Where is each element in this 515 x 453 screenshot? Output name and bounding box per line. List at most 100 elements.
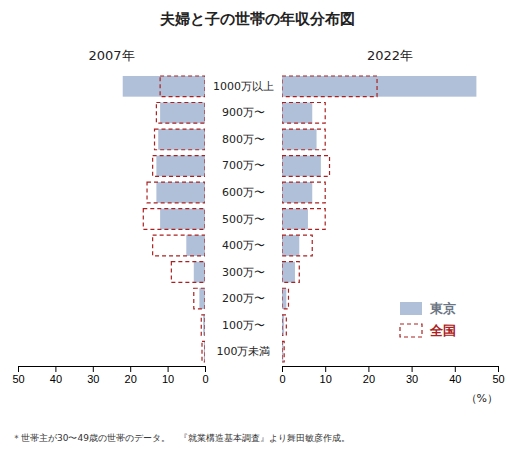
outline-bar xyxy=(282,182,325,203)
category-label: 100万未満 xyxy=(217,345,271,358)
outline-bar xyxy=(282,209,325,230)
tick: 40 xyxy=(449,366,461,385)
tick: 50 xyxy=(12,366,24,385)
bar xyxy=(194,262,205,283)
tick-mark xyxy=(55,366,56,372)
tick: 20 xyxy=(125,366,137,385)
tick: 20 xyxy=(363,366,375,385)
bar xyxy=(282,315,284,336)
category-label: 700万〜 xyxy=(222,159,265,172)
category-labels: 1000万以上900万〜800万〜700万〜600万〜500万〜400万〜300… xyxy=(213,80,274,358)
category-label: 200万〜 xyxy=(222,292,265,305)
bar xyxy=(158,129,205,150)
tick: 30 xyxy=(406,366,418,385)
bar xyxy=(156,156,205,177)
bar xyxy=(156,182,205,203)
x-axis: 0 10 20 30 40 50 xyxy=(12,366,208,385)
tick-mark xyxy=(18,366,19,372)
tick-mark xyxy=(168,366,169,372)
tick-label: 30 xyxy=(87,373,99,385)
outline-bar xyxy=(282,288,288,309)
tick-label: 10 xyxy=(162,373,174,385)
tick-label: 30 xyxy=(406,373,418,385)
outline-bar xyxy=(282,156,330,177)
category-label: 300万〜 xyxy=(222,266,265,279)
bar xyxy=(282,262,295,283)
bar xyxy=(282,129,317,150)
tick: 40 xyxy=(50,366,62,385)
outline-bar xyxy=(201,315,205,336)
outline-bar xyxy=(153,235,205,256)
outline-bar xyxy=(282,129,325,150)
bar xyxy=(282,288,286,309)
legend-swatch xyxy=(400,324,422,337)
bar xyxy=(160,209,205,230)
tick-mark xyxy=(412,366,413,372)
tick-mark xyxy=(130,366,131,372)
panel: 2022年01020304050（%） xyxy=(279,48,504,405)
outline-bar xyxy=(194,288,205,309)
tick-mark xyxy=(325,366,326,372)
series xyxy=(282,76,476,362)
tick-mark xyxy=(93,366,94,372)
legend: 東京全国 xyxy=(400,301,456,338)
tick-label: 50 xyxy=(12,373,24,385)
outline-bar xyxy=(153,156,205,177)
x-axis: 0 10 20 30 40 50 xyxy=(279,366,504,385)
panel-title: 2022年 xyxy=(367,48,413,63)
axis-line xyxy=(283,367,499,373)
panel-title: 2007年 xyxy=(88,48,134,63)
tick: 0 xyxy=(202,366,208,385)
tick: 0 xyxy=(279,366,285,385)
series xyxy=(123,76,205,362)
series xyxy=(282,76,377,362)
category-label: 800万〜 xyxy=(222,133,265,146)
tick-mark xyxy=(205,366,206,372)
bar xyxy=(282,103,312,124)
legend-item: 東京 xyxy=(400,301,456,316)
tick-mark xyxy=(498,366,499,372)
outline-bar xyxy=(282,315,286,336)
bar xyxy=(123,76,205,97)
bar xyxy=(160,103,205,124)
tick-label: 40 xyxy=(449,373,461,385)
tick-label: 20 xyxy=(125,373,137,385)
category-label: 500万〜 xyxy=(222,213,265,226)
bar xyxy=(186,235,205,256)
series xyxy=(143,76,205,362)
legend-label: 東京 xyxy=(429,301,456,316)
bar xyxy=(282,182,312,203)
plot-area xyxy=(282,76,476,362)
category-label: 600万〜 xyxy=(222,186,265,199)
tick-mark xyxy=(282,366,283,372)
outline-bar xyxy=(143,209,205,230)
outline-bar xyxy=(202,341,205,362)
outline-bar xyxy=(160,76,205,97)
outline-bar xyxy=(171,262,205,283)
tick: 10 xyxy=(320,366,332,385)
tick: 50 xyxy=(492,366,504,385)
bar xyxy=(282,235,299,256)
outline-bar xyxy=(282,341,284,362)
outline-bar xyxy=(282,76,377,97)
legend-swatch xyxy=(400,302,422,315)
tick: 30 xyxy=(87,366,99,385)
tick-label: 10 xyxy=(320,373,332,385)
chart: 夫婦と子の世帯の年収分布図2007年010203040501000万以上900万… xyxy=(0,0,515,453)
tick-label: 50 xyxy=(492,373,504,385)
tick-mark xyxy=(455,366,456,372)
footnote: ＊世帯主が30〜49歳の世帯のデータ。 『就業構造基本調査』より舞田敏彦作成。 xyxy=(12,433,350,443)
tick: 10 xyxy=(162,366,174,385)
bar xyxy=(199,288,205,309)
tick-mark xyxy=(368,366,369,372)
tick-label: 20 xyxy=(363,373,375,385)
bar xyxy=(282,156,321,177)
legend-label: 全国 xyxy=(429,323,456,338)
outline-bar xyxy=(282,235,312,256)
legend-item: 全国 xyxy=(400,323,456,338)
outline-bar xyxy=(282,103,325,124)
panel: 2007年 0 10 20 30 40 50 xyxy=(12,48,208,385)
outline-bar xyxy=(147,182,205,203)
outline-bar xyxy=(282,262,299,283)
bar xyxy=(282,76,476,97)
